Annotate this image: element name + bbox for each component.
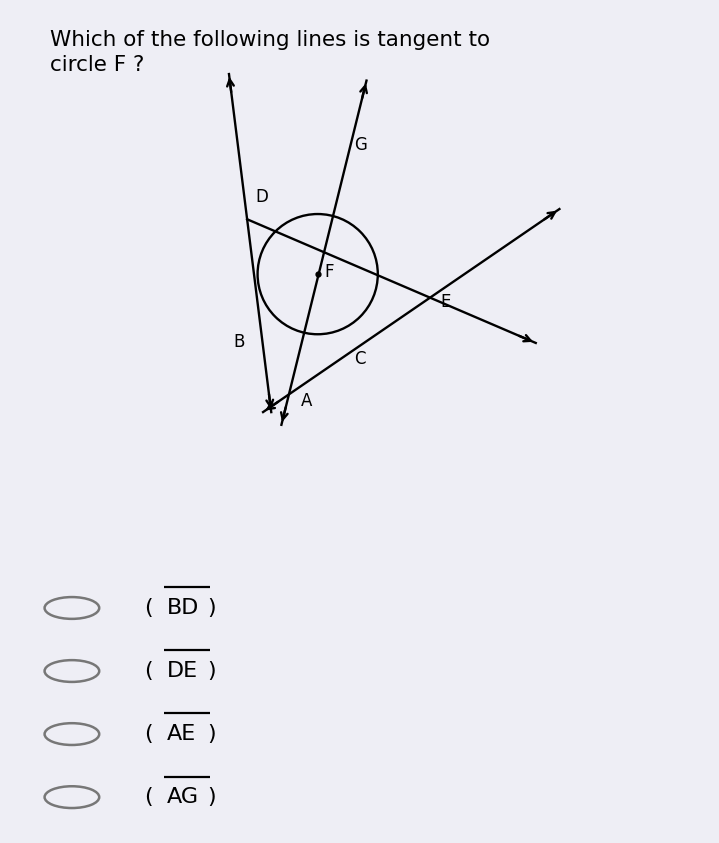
Text: D: D bbox=[255, 188, 268, 207]
Text: ): ) bbox=[207, 787, 216, 807]
Text: ): ) bbox=[207, 661, 216, 681]
Text: (: ( bbox=[144, 787, 152, 807]
Text: A: A bbox=[301, 392, 312, 410]
Text: F: F bbox=[324, 262, 334, 281]
Text: (: ( bbox=[144, 661, 152, 681]
Text: AG: AG bbox=[167, 787, 199, 807]
Text: (: ( bbox=[144, 724, 152, 744]
Text: ): ) bbox=[207, 724, 216, 744]
Text: C: C bbox=[354, 350, 366, 368]
Text: (: ( bbox=[144, 598, 152, 618]
Text: circle F ?: circle F ? bbox=[50, 55, 145, 75]
Text: G: G bbox=[354, 136, 367, 154]
Text: AE: AE bbox=[167, 724, 196, 744]
Text: ): ) bbox=[207, 598, 216, 618]
Text: E: E bbox=[441, 293, 451, 311]
Text: DE: DE bbox=[167, 661, 198, 681]
Text: BD: BD bbox=[167, 598, 199, 618]
Text: B: B bbox=[233, 333, 244, 351]
Text: Which of the following lines is tangent to: Which of the following lines is tangent … bbox=[50, 30, 490, 50]
